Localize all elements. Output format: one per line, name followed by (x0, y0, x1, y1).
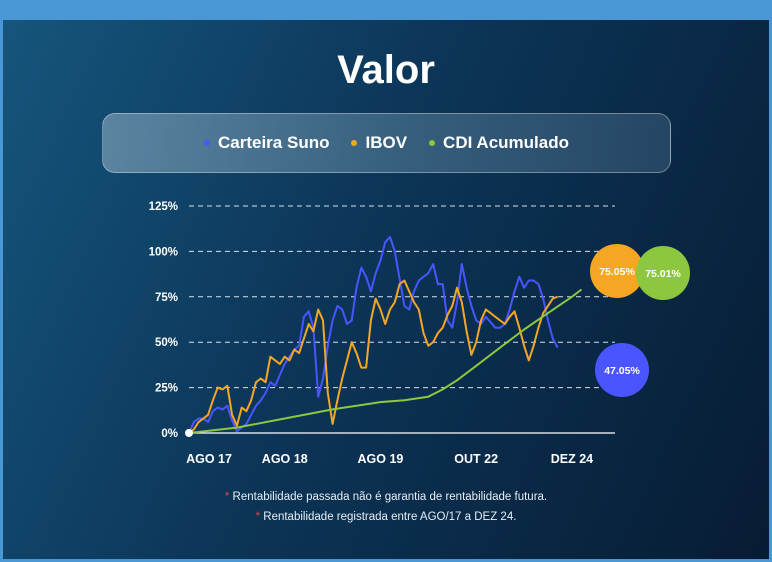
legend-label: IBOV (365, 133, 408, 152)
x-tick-label: AGO 18 (262, 452, 308, 466)
x-tick-label: AGO 17 (186, 452, 232, 466)
x-tick-label: OUT 22 (454, 452, 498, 466)
legend: Carteira Suno IBOV CDI Acumulado (102, 113, 671, 173)
legend-label: CDI Acumulado (443, 133, 569, 152)
legend-item-ibov[interactable]: IBOV (351, 133, 407, 153)
y-tick-label: 0% (161, 428, 178, 440)
x-tick-label: DEZ 24 (551, 452, 593, 466)
end-value-bubble (590, 244, 644, 298)
end-value-label: 47.05% (604, 365, 640, 377)
y-tick-label: 25% (155, 383, 178, 395)
legend-dot-icon (429, 140, 436, 146)
disclaimer-2: * Rentabilidade registrada entre AGO/17 … (3, 511, 769, 523)
end-value-bubble (636, 246, 690, 300)
chart-title: Valor (337, 48, 435, 92)
legend-dot-icon (204, 140, 210, 146)
y-tick-label: 50% (155, 337, 178, 349)
x-tick-label: AGO 19 (358, 452, 404, 466)
legend-label: Carteira Suno (218, 133, 330, 152)
legend-item-carteira-suno[interactable]: Carteira Suno (204, 133, 329, 153)
y-tick-label: 75% (155, 292, 178, 304)
asterisk: * (224, 491, 230, 503)
disclaimer-text: Rentabilidade passada não é garantia de … (232, 491, 548, 503)
origin-point (185, 429, 193, 437)
disclaimer-text: Rentabilidade registrada entre AGO/17 a … (263, 511, 517, 523)
y-tick-label: 100% (149, 246, 178, 258)
legend-dot-icon (351, 140, 358, 146)
asterisk: * (255, 511, 261, 523)
series-line-2 (188, 288, 583, 434)
series-line-1 (188, 279, 558, 434)
chart-card: Valor Carteira Suno IBOV CDI Acumulado 0… (3, 20, 769, 559)
end-value-label: 75.01% (645, 268, 681, 280)
end-value-label: 75.05% (599, 266, 635, 278)
end-value-bubble (595, 343, 649, 397)
legend-item-cdi-acumulado[interactable]: CDI Acumulado (429, 133, 569, 153)
y-tick-label: 125% (149, 201, 178, 213)
line-chart: 0% 25% 50% 75% 100% 125% AGO 17 AGO 18 AGO 19 OUT… (149, 201, 690, 466)
series-line-0 (188, 235, 559, 434)
disclaimer-1: * Rentabilidade passada não é garantia d… (3, 491, 769, 503)
